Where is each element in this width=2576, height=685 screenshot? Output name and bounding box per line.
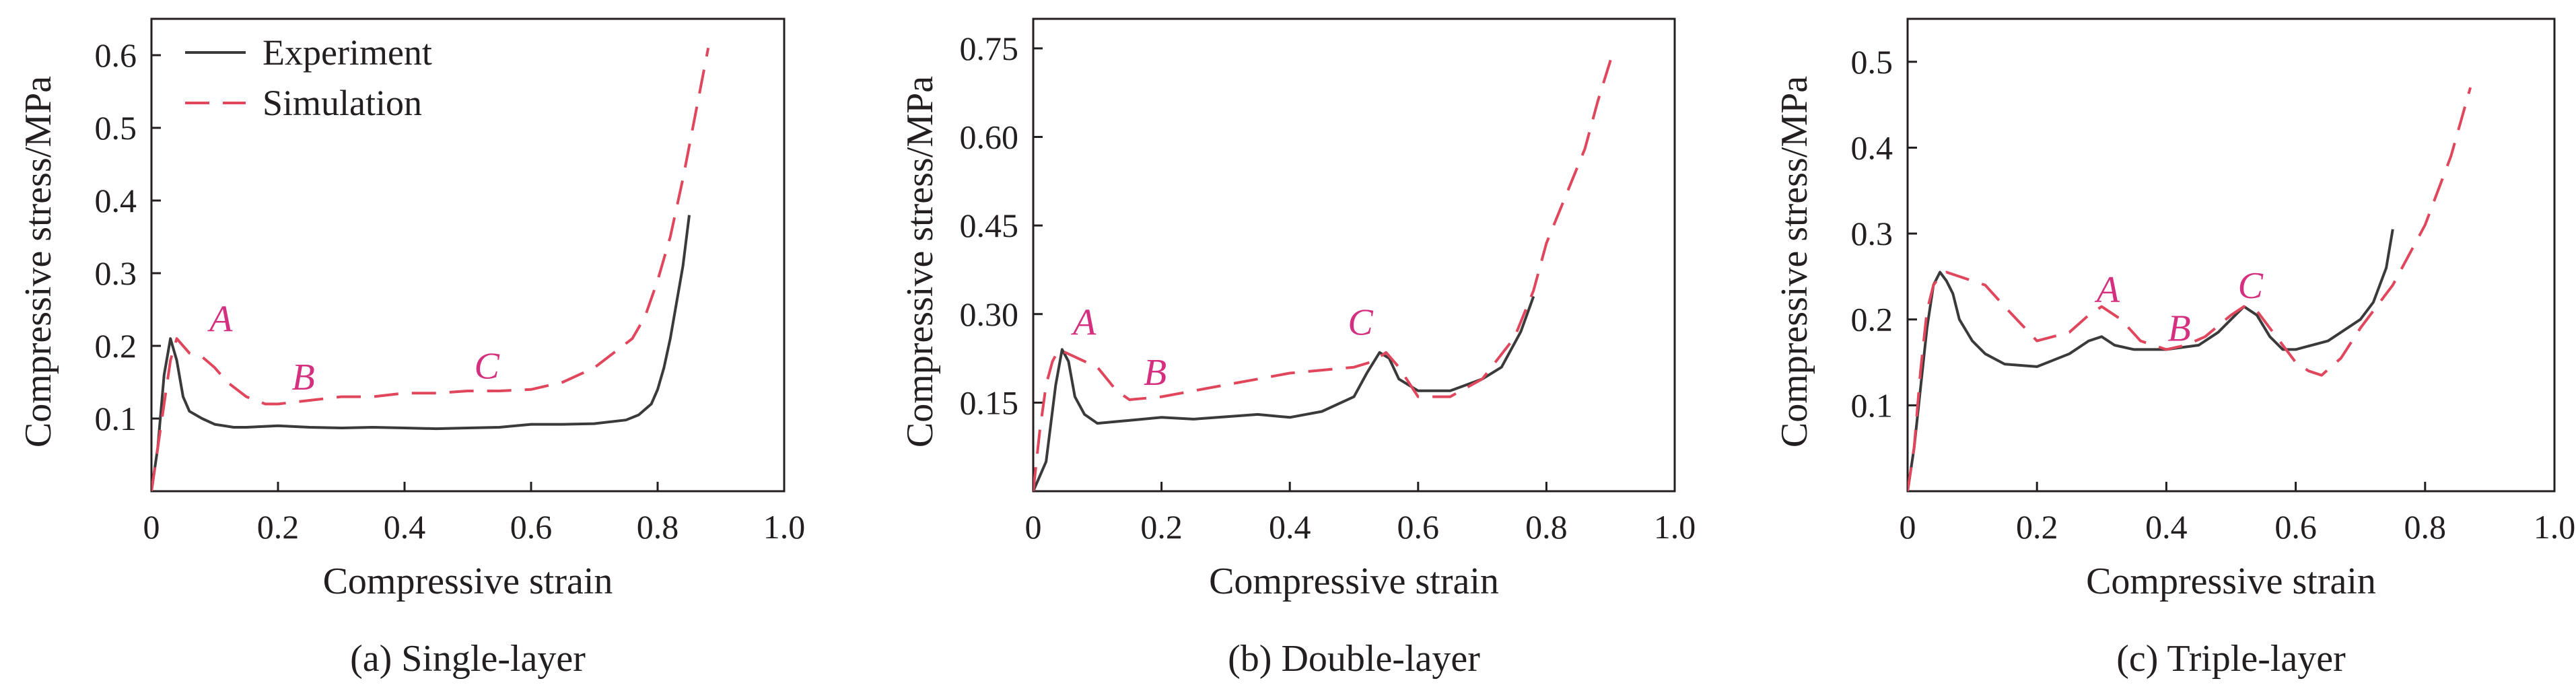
series-line-simulation <box>151 47 710 491</box>
plot-frame <box>1032 17 1676 493</box>
plot-frame <box>1906 17 2556 493</box>
chart-panel-1: 0 0.2 0.4 0.6 0.8 1.0 0.1 0.2 0.3 0.4 0.5 0.6 Compre… <box>18 17 806 680</box>
legend: Experiment Simulation <box>185 32 432 123</box>
x-axis-label: Compressive strain <box>1209 561 1499 602</box>
plot-frame <box>150 17 786 493</box>
chart-panel-2: 0 0.2 0.4 0.6 0.8 1.0 0.15 0.30 0.45 0.60 0.75 Comp… <box>899 17 1696 680</box>
y-tick-label: 0.3 <box>1851 215 1893 252</box>
x-tick-label: 0.6 <box>510 508 553 546</box>
y-tick-label: 0.1 <box>95 400 137 437</box>
x-tick-label: 0.8 <box>2404 508 2447 546</box>
y-tick-label: 0.60 <box>960 118 1019 156</box>
series-line-experiment <box>151 215 691 491</box>
x-tick-label: 0.8 <box>1525 508 1568 546</box>
annotation-b: B <box>291 357 314 398</box>
annotation-b: B <box>2168 308 2191 350</box>
y-tick-label: 0.30 <box>960 295 1019 333</box>
x-tick-label: 0 <box>1900 508 1916 546</box>
x-tick-label: 0.6 <box>1397 508 1440 546</box>
chart-panel-3: 0 0.2 0.4 0.6 0.8 1.0 0.1 0.2 0.3 0.4 0.5 Compressi… <box>1774 17 2576 680</box>
x-tick-label: 0.4 <box>384 508 426 546</box>
panel-caption: (b) Double-layer <box>1228 638 1480 680</box>
y-tick-label: 0.15 <box>960 384 1019 421</box>
y-tick-label: 0.5 <box>95 109 137 147</box>
legend-label: Simulation <box>263 83 422 123</box>
y-tick-label: 0.5 <box>1851 43 1893 81</box>
annotation-c: C <box>1348 301 1373 343</box>
x-tick-label: 0.2 <box>1140 508 1183 546</box>
x-tick-label: 0.4 <box>1269 508 1311 546</box>
x-axis-label: Compressive strain <box>323 561 613 602</box>
x-tick-label: 0 <box>143 508 160 546</box>
y-tick-label: 0.4 <box>95 182 137 219</box>
annotation-a: A <box>1070 301 1096 343</box>
x-tick-label: 0.2 <box>2016 508 2058 546</box>
y-tick-label: 0.45 <box>960 207 1019 244</box>
x-tick-label: 0.8 <box>637 508 679 546</box>
series-line-simulation <box>1033 59 1612 491</box>
panel-caption: (a) Single-layer <box>350 638 586 680</box>
legend-label: Experiment <box>263 32 432 73</box>
y-tick-label: 0.3 <box>95 254 137 292</box>
y-tick-label: 0.75 <box>960 30 1019 67</box>
series-line-simulation <box>1908 87 2472 491</box>
y-tick-label: 0.2 <box>1851 301 1893 338</box>
annotation-a: A <box>207 298 233 340</box>
series-line-experiment <box>1908 229 2394 491</box>
y-tick-label: 0.1 <box>1851 386 1893 424</box>
annotation-c: C <box>2238 265 2264 307</box>
annotation-a: A <box>2094 269 2120 311</box>
y-axis-label: Compressive stress/MPa <box>899 76 941 447</box>
annotation-b: B <box>1144 352 1167 394</box>
series-line-experiment <box>1033 295 1535 491</box>
x-tick-label: 1.0 <box>2534 508 2576 546</box>
y-axis-label: Compressive stress/MPa <box>18 76 59 447</box>
x-tick-label: 1.0 <box>763 508 806 546</box>
x-tick-label: 0.2 <box>257 508 300 546</box>
x-axis-label: Compressive strain <box>2086 561 2376 602</box>
x-tick-label: 0.4 <box>2145 508 2188 546</box>
panel-caption: (c) Triple-layer <box>2116 638 2346 680</box>
annotation-c: C <box>475 346 500 388</box>
y-tick-label: 0.6 <box>95 36 137 74</box>
x-tick-label: 1.0 <box>1654 508 1696 546</box>
y-axis-label: Compressive stress/MPa <box>1774 76 1815 447</box>
y-tick-label: 0.2 <box>95 327 137 365</box>
x-tick-label: 0.6 <box>2274 508 2317 546</box>
x-tick-label: 0 <box>1025 508 1042 546</box>
y-tick-label: 0.4 <box>1851 129 1893 166</box>
